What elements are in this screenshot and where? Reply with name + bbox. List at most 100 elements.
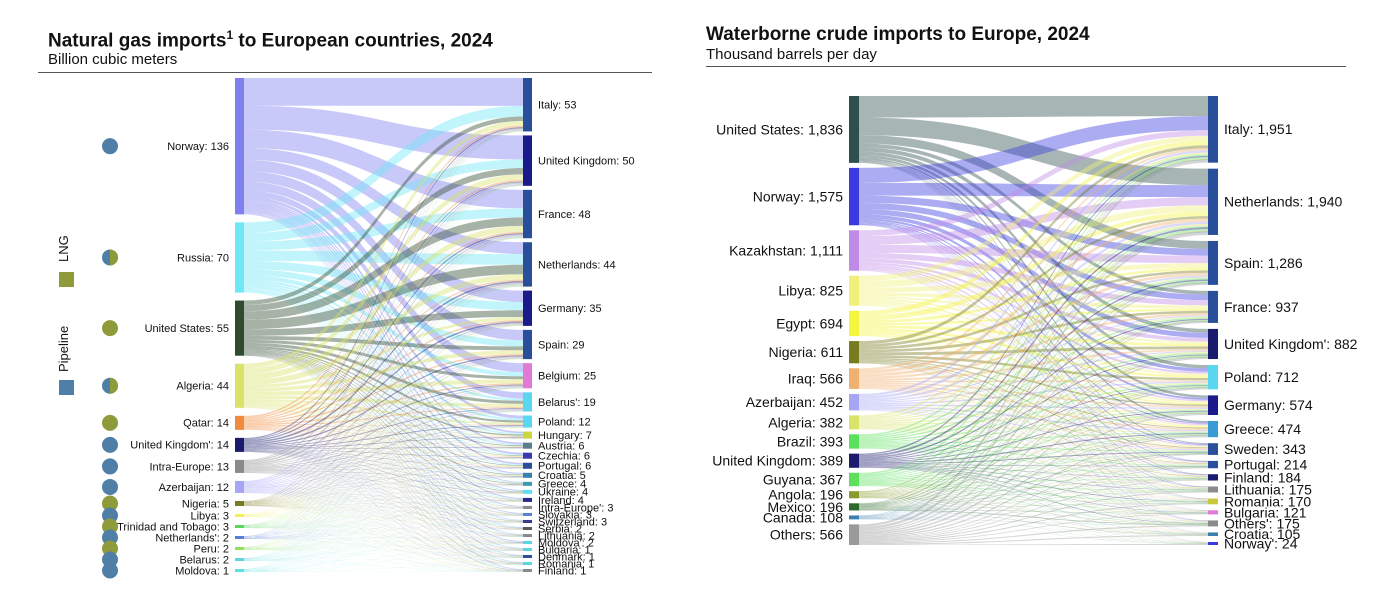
target-bar-finland (523, 569, 532, 572)
flow-azerbaijan-to-united-kingdom (859, 350, 1208, 404)
target-label-lithuania: Lithuania: 175 (1224, 481, 1312, 497)
flow-norway-to-romania (244, 214, 523, 563)
flow-netherlands-to-moldova (244, 538, 523, 544)
target-label-intra-europe: Intra-Europe': 3 (538, 502, 613, 514)
flow-azerbaijan-to-spain (244, 357, 523, 487)
flow-peru-to-denmark (244, 549, 523, 558)
target-bar-romania (523, 562, 532, 565)
flow-netherlands-to-france (244, 237, 523, 537)
flow-azerbaijan-to-germany (244, 323, 523, 486)
source-label-belarus: Belarus: 2 (179, 554, 229, 566)
flow-united-kingdom-to-france (244, 233, 523, 442)
flow-intra-europe-to-poland (244, 425, 523, 469)
flow-netherlands-to-czechia (244, 458, 523, 538)
flow-russia-to-spain (244, 269, 523, 347)
flow-guyana-to-germany (859, 411, 1208, 482)
flow-nigeria-to-hungary (244, 438, 523, 505)
flow-azerbaijan-to-netherlands (859, 221, 1208, 399)
flow-peru-to-croatia (244, 477, 523, 549)
target-label-austria: Austria: 6 (538, 441, 584, 453)
flow-brazil-to-romania (859, 447, 1208, 502)
flow-mexico-to-poland (859, 387, 1208, 507)
flow-united-kingdom-to-lithuania (859, 465, 1208, 491)
source-bar-others (849, 524, 859, 545)
flow-intra-europe-to-lithuania (244, 472, 523, 537)
flow-intra-europe-to-czechia (244, 457, 523, 471)
source-label-netherlands: Netherlands': 2 (155, 532, 229, 544)
flow-libya-to-romania (859, 304, 1208, 500)
flow-united-kingdom-to-netherlands (859, 227, 1208, 457)
flow-nigeria-to-lithuania (859, 362, 1208, 489)
flow-nigeria-to-finland (244, 505, 523, 572)
flow-united-states-to-lithuania (244, 354, 523, 536)
flow-egypt-to-portugal (859, 334, 1208, 464)
target-label-belarus: Belarus': 19 (538, 397, 596, 409)
flow-united-states-to-norway (859, 162, 1208, 543)
flow-algeria-to-sweden (859, 426, 1208, 451)
flow-egypt-to-netherlands (859, 211, 1208, 321)
flow-azerbaijan-to-serbia (244, 492, 523, 530)
target-label-italy: Italy: 1,951 (1224, 121, 1293, 137)
flow-algeria-to-united-kingdom (859, 352, 1208, 423)
flow-algeria-to-lithuania (244, 407, 523, 536)
target-label-others: Others': 175 (1224, 515, 1300, 531)
flow-kazakhstan-to-finland (859, 269, 1208, 476)
flow-united-states-to-germany (244, 310, 523, 336)
source-bar-iraq (849, 368, 859, 389)
flow-norway-to-slovakia (244, 210, 523, 514)
target-label-norway: Norway': 24 (1224, 535, 1298, 551)
flow-nigeria-to-france (859, 310, 1208, 353)
flow-united-kingdom-to-ireland (244, 450, 523, 501)
flow-netherlands-to-finland (244, 538, 523, 572)
flow-kazakhstan-to-greece (859, 265, 1208, 426)
flow-nigeria-to-portugal (244, 468, 523, 505)
flow-algeria-to-finland (859, 427, 1208, 478)
target-label-croatia: Croatia: 105 (1224, 526, 1300, 542)
flow-qatar-to-bulgaria (244, 429, 523, 550)
legend-lng-label: LNG (56, 235, 71, 262)
flow-kazakhstan-to-italy (859, 130, 1208, 237)
flow-united-kingdom-to-hungary (244, 436, 523, 449)
gas-title-rule (38, 72, 652, 73)
flow-peru-to-greece (244, 485, 523, 549)
source-bar-algeria (235, 363, 244, 408)
flow-intra-europe-to-slovakia (244, 471, 523, 516)
flow-trinidad-and-tobago-to-france (244, 237, 523, 526)
flow-united-kingdom-to-portugal (244, 449, 523, 468)
flow-intra-europe-to-bulgaria (244, 472, 523, 551)
flow-norway-to-ireland (244, 209, 523, 499)
flow-norway-to-italy (859, 116, 1208, 183)
flow-azerbaijan-to-netherlands (244, 284, 523, 486)
flow-united-kingdom-to-united-kingdom (859, 354, 1208, 461)
target-label-czechia: Czechia: 6 (538, 451, 590, 463)
target-label-germany: Germany: 574 (1224, 397, 1313, 413)
flow-nigeria-to-romania (859, 362, 1208, 501)
route-marker-united-kingdom (102, 436, 118, 453)
flow-brazil-to-others (859, 447, 1208, 524)
flow-egypt-to-sweden (859, 333, 1208, 448)
flow-russia-to-bulgaria (244, 292, 523, 550)
flow-netherlands-to-netherlands (244, 286, 523, 537)
flow-russia-to-czechia (244, 286, 523, 456)
flow-trinidad-and-tobago-to-serbia (244, 527, 523, 530)
route-marker-peru (102, 540, 118, 557)
flow-moldova-to-slovakia (244, 515, 523, 572)
flow-intra-europe-to-austria (244, 447, 523, 470)
flow-united-kingdom-to-sweden (859, 451, 1208, 465)
flow-mexico-to-sweden (859, 453, 1208, 509)
flow-libya-to-spain (859, 263, 1208, 293)
flow-netherlands-to-belgium (244, 387, 523, 538)
crude-sankey: United States: 1,836 Norway: 1,575 Kazakhs… (712, 96, 1358, 551)
flow-nigeria-to-united-kingdom (859, 346, 1208, 356)
flow-qatar-to-denmark (244, 429, 523, 557)
flow-azerbaijan-to-ukraine (244, 491, 523, 494)
flow-united-states-to-romania (244, 355, 523, 564)
flow-azerbaijan-to-lithuania (859, 409, 1208, 489)
flow-nigeria-to-czechia (244, 458, 523, 505)
flow-azerbaijan-to-moldova (244, 492, 523, 544)
flow-moldova-to-spain (244, 359, 523, 571)
target-label-hungary: Hungary: 7 (538, 430, 592, 442)
flow-netherlands-to-serbia (244, 529, 523, 539)
flow-algeria-to-italy (859, 152, 1208, 418)
flow-guyana-to-norway (859, 486, 1208, 544)
